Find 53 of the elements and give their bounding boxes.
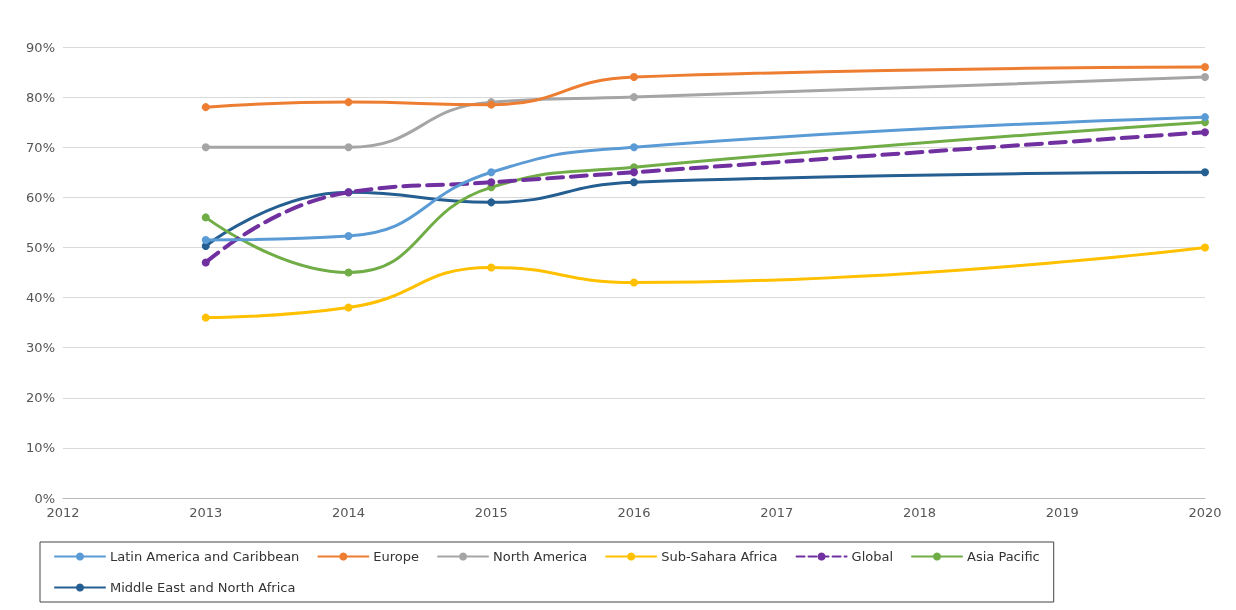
point bbox=[201, 213, 210, 222]
legend-label: Sub-Sahara Africa bbox=[661, 549, 778, 564]
legend-label: Europe bbox=[373, 549, 420, 564]
y-tick-label: 0% bbox=[34, 490, 55, 506]
legend-label: Middle East and North Africa bbox=[110, 580, 296, 595]
point bbox=[630, 178, 638, 187]
x-tick-label: 2018 bbox=[902, 505, 937, 520]
point bbox=[201, 313, 210, 322]
y-tick-label: 90% bbox=[26, 39, 55, 55]
point bbox=[344, 98, 353, 107]
y-tick-label: 80% bbox=[26, 89, 55, 105]
legend-label: Latin America and Caribbean bbox=[110, 549, 300, 564]
point bbox=[1201, 128, 1209, 137]
x-tick-label: 2016 bbox=[617, 505, 651, 520]
point bbox=[344, 268, 353, 277]
point bbox=[1201, 63, 1209, 72]
legend-label: North America bbox=[493, 549, 588, 564]
x-tick-label: 2020 bbox=[1188, 505, 1222, 520]
point bbox=[344, 143, 353, 152]
point bbox=[1201, 73, 1209, 82]
point bbox=[201, 103, 210, 112]
point bbox=[630, 143, 638, 152]
point bbox=[487, 263, 496, 272]
y-tick-label: 10% bbox=[26, 440, 55, 456]
point bbox=[344, 303, 353, 312]
point bbox=[1201, 168, 1209, 177]
point bbox=[201, 258, 210, 267]
y-tick-label: 70% bbox=[26, 139, 55, 155]
point bbox=[630, 73, 638, 82]
y-tick-label: 40% bbox=[26, 290, 55, 306]
x-tick-label: 2013 bbox=[189, 505, 223, 520]
point bbox=[630, 93, 638, 102]
point bbox=[201, 143, 210, 152]
x-tick-label: 2017 bbox=[760, 505, 794, 520]
point bbox=[630, 278, 638, 287]
point bbox=[344, 231, 353, 240]
point bbox=[630, 168, 638, 177]
x-tick-label: 2019 bbox=[1045, 505, 1079, 520]
y-tick-label: 50% bbox=[26, 239, 55, 255]
point bbox=[1201, 113, 1209, 122]
point bbox=[487, 178, 496, 187]
x-tick-label: 2014 bbox=[331, 505, 366, 520]
legend-label: Global bbox=[851, 549, 894, 564]
y-tick-label: 30% bbox=[26, 340, 55, 356]
point bbox=[487, 198, 496, 207]
x-tick-label: 2015 bbox=[474, 505, 508, 520]
point bbox=[201, 235, 210, 244]
point bbox=[487, 168, 496, 177]
legend-label: Asia Pacific bbox=[967, 549, 1040, 564]
point bbox=[1201, 243, 1209, 252]
x-tick-label: 2012 bbox=[46, 505, 80, 520]
y-tick-label: 60% bbox=[26, 189, 55, 205]
y-tick-label: 20% bbox=[26, 390, 55, 406]
